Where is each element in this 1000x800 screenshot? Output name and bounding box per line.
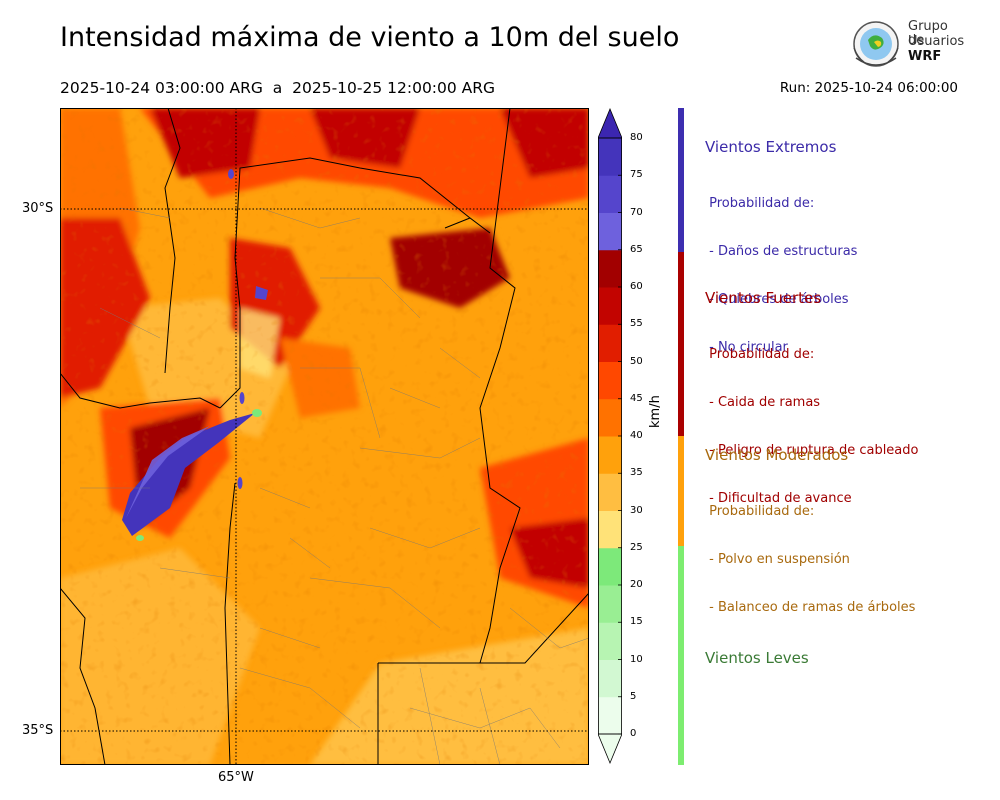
colorbar-tick-label: 35 <box>630 467 643 479</box>
category-moderados: Vientos Moderados Probabilidad de: - Pol… <box>705 446 915 648</box>
colorbar <box>598 108 622 765</box>
lat-label-30s: 30°S <box>22 201 54 216</box>
colorbar-tick-label: 60 <box>630 281 643 292</box>
logo-text-line1: Grupo de <box>908 19 948 48</box>
wind-map <box>60 108 589 765</box>
colorbar-bin <box>598 436 622 474</box>
colorbar-bin <box>598 361 622 400</box>
colorbar-bin <box>598 249 622 288</box>
colorbar-bin <box>598 622 622 660</box>
category-leves: Vientos Leves <box>705 649 809 667</box>
lat-label-35s: 35°S <box>22 723 54 738</box>
colorbar-bin <box>598 138 622 176</box>
colorbar-tick-label: 80 <box>630 132 643 143</box>
colorbar-tick-label: 20 <box>630 579 643 590</box>
colorbar-under-extension <box>598 733 622 765</box>
colorbar-bin <box>598 212 622 251</box>
stripe-moderados <box>678 436 684 546</box>
colorbar-tick-label: 30 <box>630 504 643 516</box>
colorbar-bin <box>598 473 622 511</box>
colorbar-bin <box>598 175 622 213</box>
lon-label-65w: 65°W <box>218 770 254 785</box>
logo-text-line3: WRF <box>908 49 942 64</box>
category-stripe <box>678 108 684 765</box>
category-line: Probabilidad de: <box>705 347 815 362</box>
colorbar-unit: km/h <box>648 395 663 428</box>
colorbar-tick-label: 0 <box>630 728 637 739</box>
colorbar-tick-label: 5 <box>630 690 637 702</box>
stripe-leves <box>678 546 684 765</box>
globe-icon <box>853 21 899 67</box>
colorbar-tick-label: 10 <box>630 653 643 665</box>
category-line: - Peligro de ruptura de cableado <box>705 443 919 458</box>
run-time: Run: 2025-10-24 06:00:00 <box>779 80 958 96</box>
colorbar-tick-label: 50 <box>630 355 643 367</box>
category-line: Probabilidad de: <box>705 196 815 211</box>
forecast-period: 2025-10-24 03:00:00 ARG a 2025-10-25 12:… <box>60 79 496 97</box>
category-title: Vientos Extremos <box>705 138 837 156</box>
category-title: Vientos Leves <box>705 649 809 667</box>
grupo-wrf-logo: Grupo de Usuarios WRF <box>848 18 968 74</box>
category-title: Vientos Moderados <box>705 446 849 464</box>
category-line: - Daños de estructuras <box>705 244 858 259</box>
category-line: Probabilidad de: <box>705 504 815 519</box>
colorbar-bin <box>598 659 622 698</box>
colorbar-tick-label: 55 <box>630 318 643 330</box>
colorbar-bin <box>598 287 622 325</box>
colorbar-bin <box>598 585 622 623</box>
category-line: - Dificultad de avance <box>705 491 852 506</box>
stripe-extremos <box>678 108 684 252</box>
colorbar-bin <box>598 547 622 586</box>
category-line: - Quiebres de árboles <box>705 292 849 307</box>
colorbar-bin <box>598 696 622 735</box>
category-line: - Balanceo de ramas de árboles <box>705 600 916 615</box>
colorbar-tick-label: 15 <box>630 616 643 628</box>
colorbar-tick-label: 40 <box>630 430 643 441</box>
category-extremos: Vientos Extremos Probabilidad de: - Daño… <box>705 138 857 388</box>
colorbar-bin <box>598 324 622 362</box>
colorbar-tick-label: 65 <box>630 243 643 255</box>
colorbar-over-extension <box>598 108 622 139</box>
category-line: - Caida de ramas <box>705 395 821 410</box>
stripe-fuertes <box>678 252 684 436</box>
category-line: - Polvo en suspensión <box>705 552 850 567</box>
colorbar-tick-label: 45 <box>630 392 643 404</box>
logo-text-line2: Usuarios <box>908 34 965 49</box>
category-line: - No circular <box>705 340 788 355</box>
colorbar-tick-label: 70 <box>630 206 643 218</box>
colorbar-bin <box>598 510 622 549</box>
category-title: Vientos Fuertes <box>705 289 822 307</box>
colorbar-tick-label: 75 <box>630 169 643 181</box>
category-fuertes: Vientos Fuertes Probabilidad de: - Caida… <box>705 289 918 539</box>
page-title: Intensidad máxima de viento a 10m del su… <box>60 22 680 53</box>
colorbar-tick-label: 25 <box>630 541 643 553</box>
colorbar-bin <box>598 398 622 437</box>
